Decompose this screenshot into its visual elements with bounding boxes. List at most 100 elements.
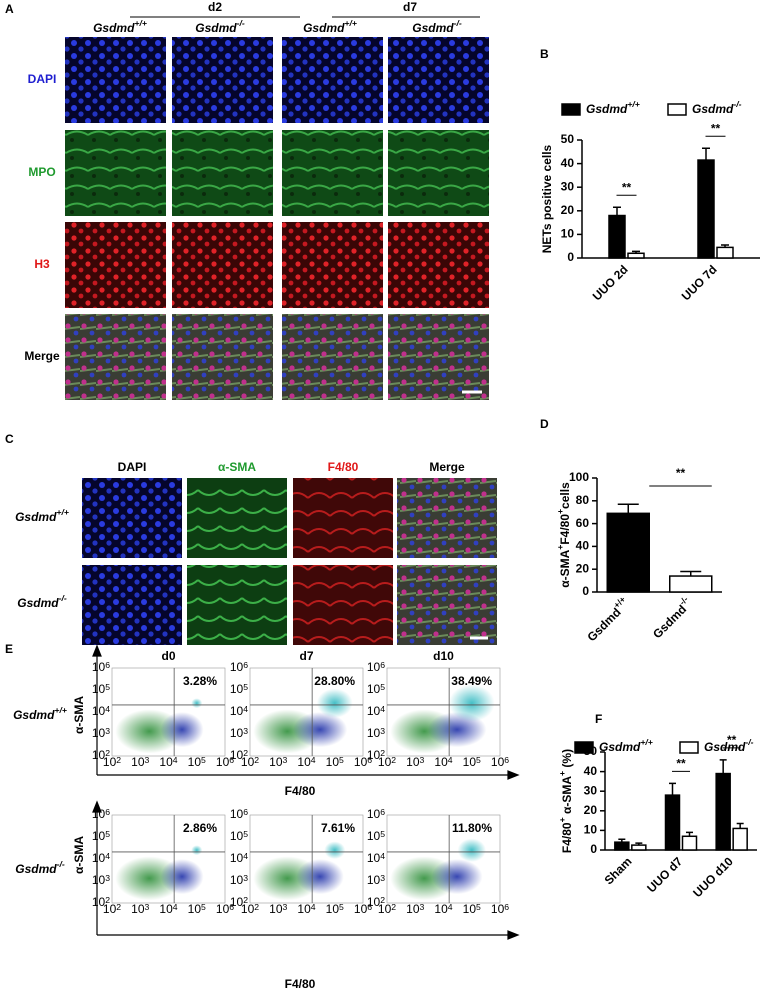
superscript: 4 [105, 704, 110, 714]
axis-label: α-SMA [72, 836, 86, 874]
legend-label: Gsdmd+/+ [586, 99, 640, 116]
y-tick-label: 106 [367, 807, 385, 821]
superscript: 5 [243, 829, 248, 839]
genotype-label: Gsdmd-/- [412, 18, 462, 35]
micrograph [388, 37, 489, 123]
micrograph [82, 565, 182, 645]
bar [732, 827, 748, 851]
micrograph [172, 37, 273, 123]
quadrant-percent: 28.80% [314, 674, 355, 688]
text-part: α-SMA [560, 776, 574, 818]
superscript: 3 [283, 902, 288, 912]
micrograph [172, 222, 273, 308]
text-part: Gsdmd [303, 21, 345, 35]
text-part: 10 [367, 807, 381, 821]
text-part: (%) [560, 749, 574, 771]
y-axis-label: F4/80+ α-SMA+ (%) [557, 749, 574, 853]
superscript: 2 [116, 902, 121, 912]
x-tick-label: 103 [269, 902, 287, 916]
superscript: 2 [380, 895, 385, 905]
quadrant-percent: 7.61% [321, 821, 355, 835]
text-part: 10 [463, 902, 477, 916]
y-tick-label: 102 [230, 895, 248, 909]
event-cloud [191, 845, 203, 856]
error-bar [702, 147, 710, 161]
legend-label: Gsdmd-/- [704, 737, 754, 754]
superscript: 4 [448, 755, 453, 765]
micrograph [293, 478, 393, 558]
text-part: 10 [159, 755, 173, 769]
error-bar [736, 822, 744, 829]
quadrant-percent: 38.49% [451, 674, 492, 688]
micrograph [388, 130, 489, 216]
micrograph [282, 222, 383, 308]
superscript: 6 [367, 902, 372, 912]
micrograph [172, 314, 273, 400]
superscript: -/- [733, 99, 741, 109]
text-part: UUO d7 [644, 854, 685, 895]
text-part: 10 [92, 873, 106, 887]
event-cloud [316, 688, 353, 718]
y-tick-label: 106 [230, 807, 248, 821]
x-tick-label: Gsdmd+/+ [583, 594, 633, 644]
text-part: 10 [230, 660, 244, 674]
error-bar [719, 759, 727, 774]
superscript: 6 [229, 902, 234, 912]
superscript: 3 [380, 726, 385, 736]
quadrant-percent: 3.28% [183, 674, 217, 688]
superscript: 3 [145, 902, 150, 912]
quadrant-percent: 11.80% [452, 821, 492, 835]
superscript: + [555, 545, 565, 550]
y-tick-label: 105 [92, 682, 110, 696]
text-part: 10 [367, 748, 381, 762]
superscript: 3 [145, 755, 150, 765]
superscript: 4 [448, 902, 453, 912]
text-part: Gsdmd [195, 21, 237, 35]
stain-label: DAPI [118, 460, 147, 474]
bar [664, 794, 681, 851]
x-tick-label: 104 [297, 902, 315, 916]
superscript: 2 [254, 902, 259, 912]
bar [697, 159, 715, 259]
text-part: Gsdmd [650, 602, 689, 641]
micrograph [282, 130, 383, 216]
text-part: 10 [92, 660, 106, 674]
superscript: 2 [243, 895, 248, 905]
superscript: +/+ [640, 737, 652, 747]
y-tick-label: 20 [576, 561, 590, 575]
x-tick-label: 103 [131, 902, 149, 916]
event-cloud [292, 712, 348, 748]
x-tick-label: 105 [463, 755, 481, 769]
legend-label: Gsdmd-/- [692, 99, 742, 116]
panel-label: E [5, 642, 13, 656]
significance-label: ** [622, 180, 632, 194]
text-part: 10 [131, 755, 145, 769]
text-part: Gsdmd [13, 708, 55, 722]
text-part: F4/80 [560, 822, 574, 853]
x-tick-label: 102 [241, 755, 259, 769]
y-tick-label: 104 [230, 704, 248, 718]
y-tick-label: 103 [367, 726, 385, 740]
x-tick-label: 104 [159, 902, 177, 916]
y-tick-label: 102 [367, 748, 385, 762]
text-part: 10 [406, 755, 420, 769]
x-tick-label: 103 [406, 902, 424, 916]
x-tick-label: Sham [602, 854, 635, 887]
superscript: + [557, 771, 567, 776]
x-tick-label: 105 [326, 902, 344, 916]
bar [606, 512, 650, 593]
bar [681, 835, 698, 851]
y-tick-label: 106 [92, 807, 110, 821]
text-part: 10 [434, 902, 448, 916]
superscript: 5 [105, 682, 110, 692]
y-tick-label: 102 [92, 748, 110, 762]
text-part: 10 [92, 748, 106, 762]
legend-swatch [574, 741, 594, 754]
text-part: 10 [491, 755, 505, 769]
text-part: 10 [230, 704, 244, 718]
bar [669, 575, 713, 593]
text-part: α-SMA [558, 549, 572, 587]
text-part: 10 [367, 829, 381, 843]
text-part: 10 [378, 755, 392, 769]
stain-label: Merge [24, 349, 60, 363]
